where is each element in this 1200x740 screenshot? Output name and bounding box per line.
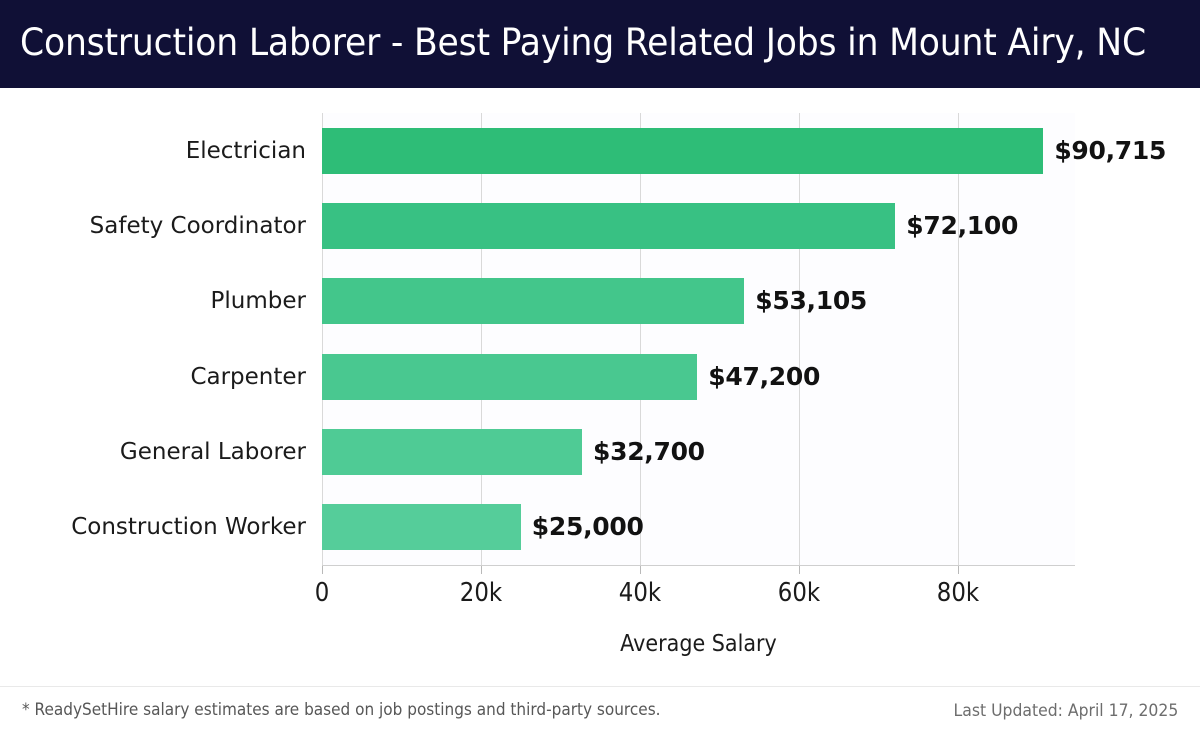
bar[interactable] (322, 353, 698, 400)
chart-header-bar: Construction Laborer - Best Paying Relat… (0, 0, 1200, 88)
category-label: Safety Coordinator (89, 213, 306, 239)
category-label: Carpenter (190, 363, 306, 390)
footer-divider (0, 686, 1200, 687)
bar-value-label: $90,715 (1054, 135, 1167, 165)
gridline (958, 113, 960, 565)
bar[interactable] (322, 127, 1044, 174)
bar[interactable] (322, 278, 745, 325)
bar[interactable] (322, 504, 521, 551)
x-tick-label: 60k (777, 578, 821, 608)
gridline (481, 113, 483, 565)
bar[interactable] (322, 203, 896, 249)
gridline (640, 113, 642, 565)
last-updated-text: Last Updated: April 17, 2025 (953, 701, 1178, 721)
plot-area (322, 113, 1075, 565)
x-tick-mark (640, 566, 642, 574)
page-title: Construction Laborer - Best Paying Relat… (20, 21, 1146, 64)
x-tick-mark (799, 566, 801, 574)
x-axis-title: Average Salary (620, 631, 777, 657)
bar-value-label: $25,000 (531, 512, 644, 542)
category-label: Construction Worker (71, 514, 306, 541)
bar-value-label: $72,100 (906, 211, 1019, 240)
gridline (799, 113, 801, 565)
x-tick-label: 20k (459, 578, 503, 608)
x-tick-mark (322, 566, 323, 574)
category-label: General Laborer (119, 439, 306, 465)
bar-value-label: $32,700 (593, 437, 705, 466)
bar-value-label: $47,200 (708, 361, 821, 391)
x-tick-mark (958, 566, 960, 574)
x-tick-label: 40k (618, 578, 662, 608)
x-tick-mark (481, 566, 483, 574)
x-axis-line (322, 565, 1075, 566)
x-tick-label: 80k (936, 578, 980, 608)
bar[interactable] (322, 429, 582, 475)
category-label: Plumber (210, 288, 306, 315)
y-axis-spine (322, 113, 323, 565)
bar-value-label: $53,105 (755, 286, 868, 316)
footnote-text: * ReadySetHire salary estimates are base… (22, 700, 661, 720)
category-label: Electrician (185, 137, 306, 164)
x-tick-label: 0 (314, 578, 330, 608)
